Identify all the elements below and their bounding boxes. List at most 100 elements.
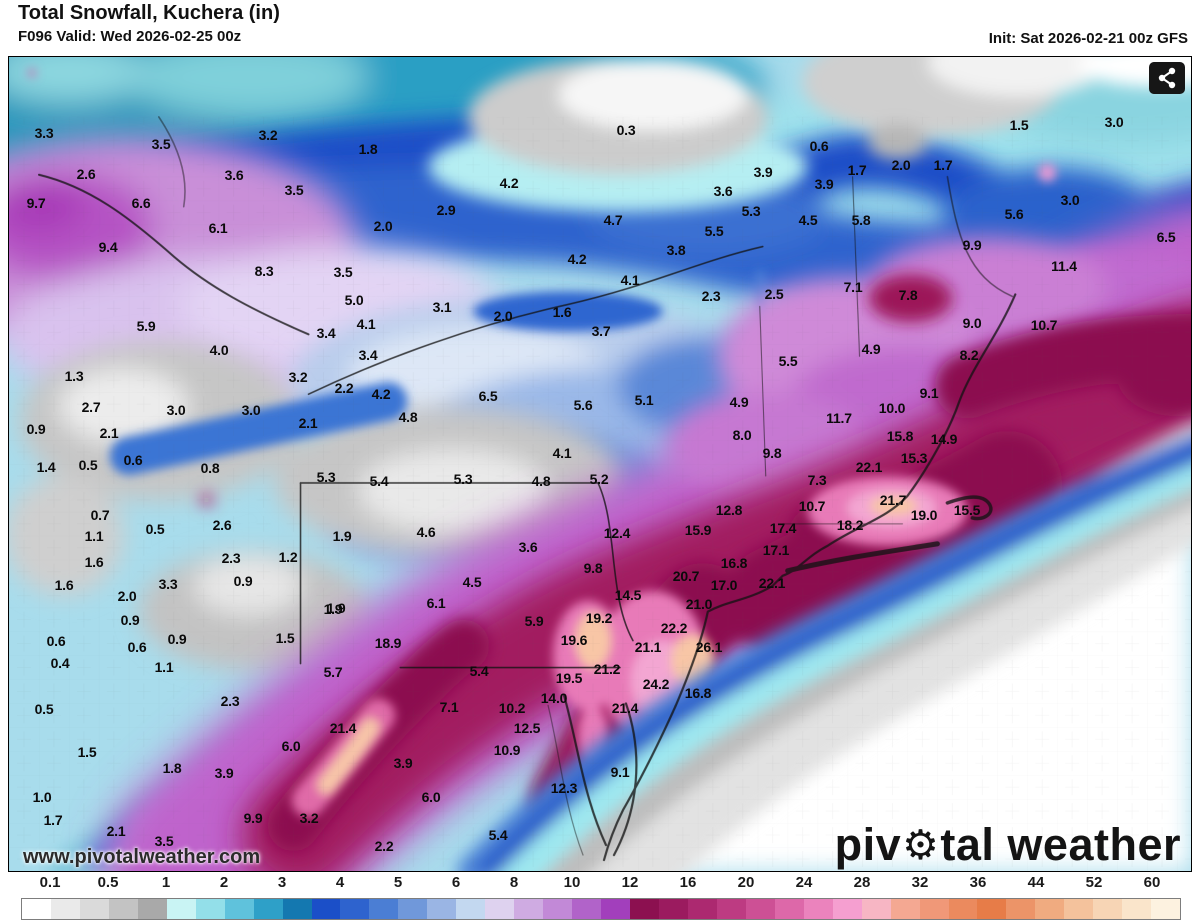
map-value-label: 6.1 [426, 595, 446, 612]
map-value-label: 20.7 [672, 568, 700, 585]
colorbar-swatch [774, 899, 804, 919]
map-value-label: 2.3 [221, 550, 241, 567]
map-value-label: 3.5 [151, 136, 171, 153]
colorbar-swatch [745, 899, 775, 919]
map-value-label: 3.6 [713, 183, 733, 200]
map-value-label: 2.0 [117, 588, 137, 605]
map-value-label: 4.1 [620, 272, 640, 289]
map-value-label: 10.0 [878, 400, 906, 417]
colorbar-swatch [282, 899, 312, 919]
map-value-label: 16.8 [720, 555, 748, 572]
colorbar-swatch [79, 899, 109, 919]
map-value-label: 3.2 [258, 127, 278, 144]
colorbar-swatch [456, 899, 486, 919]
map-value-label: 4.0 [209, 342, 229, 359]
colorbar-swatch [977, 899, 1007, 919]
colorbar-swatch [1151, 899, 1181, 919]
map-value-label: 3.6 [224, 167, 244, 184]
map-value-label: 3.0 [241, 402, 261, 419]
map-value-label: 6.5 [1156, 229, 1176, 246]
map-value-label: 3.1 [432, 299, 452, 316]
snowfall-contour-art [9, 57, 1191, 871]
map-value-label: 9.0 [962, 315, 982, 332]
colorbar-swatch [253, 899, 283, 919]
map-value-label: 1.5 [275, 630, 295, 647]
map-value-label: 1.7 [933, 157, 953, 174]
map-value-label: 4.5 [798, 212, 818, 229]
colorbar-swatch [601, 899, 631, 919]
colorbar-tick: 28 [853, 874, 871, 891]
map-value-label: 9.1 [610, 764, 630, 781]
map-value-label: 15.3 [900, 450, 928, 467]
map-value-label: 12.8 [715, 502, 743, 519]
map-value-label: 4.5 [462, 574, 482, 591]
valid-time-label: F096 Valid: Wed 2026-02-25 00z [18, 28, 242, 45]
map-value-label: 3.0 [1060, 192, 1080, 209]
colorbar-tick: 10 [563, 874, 581, 891]
map-value-label: 21.4 [611, 700, 639, 717]
share-button[interactable] [1149, 62, 1185, 94]
map-value-label: 10.7 [1030, 317, 1058, 334]
colorbar-swatch [919, 899, 949, 919]
map-value-label: 2.5 [764, 286, 784, 303]
colorbar-swatch [398, 899, 428, 919]
map-value-label: 5.4 [488, 827, 508, 844]
map-value-label: 21.4 [329, 720, 357, 737]
map-value-labels-layer: 3.3 3.5 3.2 1.8 2.6 3.6 3.5 6.6 9.7 6.1 2.0 9.4 8.3 3… [9, 57, 1191, 871]
map-value-label: 5.2 [589, 471, 609, 488]
map-value-label: 9.7 [26, 195, 46, 212]
map-value-label: 9.1 [919, 385, 939, 402]
map-value-label: 3.4 [316, 325, 336, 342]
colorbar-swatch [1064, 899, 1094, 919]
map-value-label: 5.3 [453, 471, 473, 488]
map-value-label: 1.3 [64, 368, 84, 385]
map-value-label: 1.9 [332, 528, 352, 545]
forecast-map[interactable]: 3.3 3.5 3.2 1.8 2.6 3.6 3.5 6.6 9.7 6.1 2.0 9.4 8.3 3… [8, 56, 1192, 872]
map-value-label: 0.7 [90, 507, 110, 524]
init-time-label: Init: Sat 2026-02-21 00z GFS [988, 30, 1188, 47]
map-value-label: 19.6 [560, 632, 588, 649]
map-value-label: 10.7 [798, 498, 826, 515]
map-value-label: 4.1 [356, 316, 376, 333]
colorbar [21, 898, 1181, 920]
colorbar-swatch [224, 899, 254, 919]
map-value-label: 1.5 [77, 744, 97, 761]
map-value-label: 1.8 [162, 760, 182, 777]
map-value-label: 2.2 [334, 380, 354, 397]
map-value-label: 3.7 [591, 323, 611, 340]
colorbar-tick: 2 [219, 874, 229, 891]
colorbar-swatch [1093, 899, 1123, 919]
colorbar-tick: 0.5 [97, 874, 119, 891]
map-value-label: 5.9 [524, 613, 544, 630]
map-value-label: 7.8 [898, 287, 918, 304]
map-value-label: 0.6 [46, 633, 66, 650]
map-value-label: 14.0 [540, 690, 568, 707]
gear-icon: ⚙ [902, 822, 940, 868]
map-value-label: 2.0 [373, 218, 393, 235]
map-value-label: 0.5 [145, 521, 165, 538]
map-value-label: 0.8 [200, 460, 220, 477]
colorbar-tick: 44 [1027, 874, 1045, 891]
map-value-label: 1.5 [1009, 117, 1029, 134]
pivotal-weather-logo: piv ⚙ tal weather [835, 822, 1181, 867]
map-value-label: 19.0 [910, 507, 938, 524]
map-value-label: 2.0 [891, 157, 911, 174]
map-value-label: 5.6 [1004, 206, 1024, 223]
map-value-label: 0.6 [127, 639, 147, 656]
map-value-label: 7.1 [843, 279, 863, 296]
map-value-label: 8.2 [959, 347, 979, 364]
colorbar-swatch [485, 899, 515, 919]
map-value-label: 9.9 [962, 237, 982, 254]
map-value-label: 3.9 [814, 176, 834, 193]
map-value-label: 5.5 [778, 353, 798, 370]
map-value-label: 2.6 [212, 517, 232, 534]
colorbar-swatch [832, 899, 862, 919]
map-value-label: 3.4 [358, 347, 378, 364]
colorbar-swatch [543, 899, 573, 919]
map-value-label: 0.6 [809, 138, 829, 155]
watermark: www.pivotalweather.com [23, 846, 261, 868]
map-value-label: 10.2 [498, 700, 526, 717]
map-value-label: 1.2 [278, 549, 298, 566]
colorbar-swatch [803, 899, 833, 919]
